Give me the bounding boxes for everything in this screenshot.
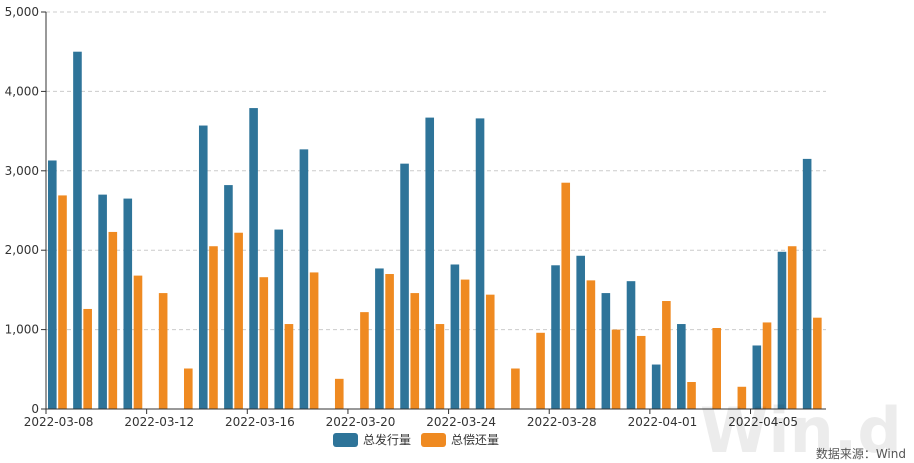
bar-total-repayment [536, 332, 545, 409]
bar-total-repayment [108, 231, 118, 409]
gridlines [46, 11, 826, 331]
bars [48, 51, 822, 410]
x-tick-label: 2022-03-20 [326, 415, 396, 429]
y-tick-label: 4,000 [5, 84, 39, 98]
bar-total-issuance [777, 251, 787, 409]
bar-total-issuance [752, 345, 762, 409]
bar-total-issuance [677, 324, 686, 409]
bar-total-issuance [98, 194, 107, 409]
bar-total-repayment [58, 195, 67, 409]
watermark: Win.d [700, 394, 902, 463]
bar-total-issuance [274, 229, 284, 409]
bar-total-repayment [133, 275, 143, 409]
x-tick-label: 2022-03-24 [426, 415, 496, 429]
bar-total-issuance [123, 198, 133, 409]
bar-total-repayment [234, 232, 243, 409]
bar-total-repayment [787, 246, 797, 409]
bar-total-repayment [284, 324, 294, 409]
bar-total-repayment [611, 329, 621, 409]
bar-total-issuance [400, 163, 409, 409]
bar-total-issuance [576, 255, 585, 409]
legend-swatch-total-issuance [333, 433, 358, 447]
bar-total-issuance [198, 125, 208, 409]
x-tick-label: 2022-04-05 [728, 415, 798, 429]
x-tick-label: 2022-03-08 [24, 415, 94, 429]
bar-total-issuance [249, 108, 258, 409]
bar-total-repayment [737, 386, 747, 409]
bar-total-repayment [687, 382, 696, 409]
bar-total-repayment [309, 272, 319, 409]
bar-total-repayment [460, 279, 470, 409]
y-tick-label: 2,000 [5, 243, 39, 257]
bar-total-repayment [511, 368, 520, 409]
y-tick-label: 3,000 [5, 164, 39, 178]
bar-total-issuance [73, 51, 82, 409]
bar-total-issuance [224, 185, 233, 409]
legend-label-total-repayment: 总偿还量 [451, 432, 499, 447]
x-tick-label: 2022-03-16 [225, 415, 295, 429]
x-tick-label: 2022-03-28 [527, 415, 597, 429]
bar-total-issuance [450, 264, 460, 409]
x-tick-label: 2022-04-01 [628, 415, 698, 429]
bar-total-repayment [158, 293, 168, 409]
bar-total-repayment [259, 277, 269, 409]
legend-swatch-total-repayment [421, 433, 446, 447]
bar-total-repayment [334, 378, 344, 409]
y-tick-label: 5,000 [5, 5, 39, 19]
source-note: 数据来源：Wind [816, 446, 906, 461]
bar-total-issuance [802, 158, 812, 409]
bar-total-repayment [184, 368, 193, 409]
legend-label-total-issuance: 总发行量 [363, 432, 411, 447]
bar-total-repayment [209, 246, 218, 409]
bar-total-issuance [651, 364, 661, 409]
axes [45, 12, 826, 410]
y-axis-ticks: 0 1,000 2,000 3,000 4,000 5,000 [5, 5, 46, 416]
bar-total-issuance [425, 117, 435, 409]
bar-total-repayment [662, 301, 671, 409]
x-axis-ticks: 2022-03-08 2022-03-12 2022-03-16 2022-03-20… [24, 409, 798, 429]
bar-total-repayment [410, 293, 420, 409]
legend: 总发行量 总偿还量 [333, 432, 499, 447]
bar-total-repayment [586, 280, 596, 409]
bar-total-issuance [551, 265, 560, 409]
bar-total-repayment [435, 324, 445, 409]
bar-total-issuance [626, 281, 636, 409]
bar-total-repayment [813, 317, 822, 409]
bar-total-repayment [360, 312, 369, 409]
y-tick-label: 1,000 [5, 323, 39, 337]
y-tick-label: 0 [31, 402, 39, 416]
bar-total-issuance [299, 149, 309, 410]
bar-total-repayment [385, 274, 394, 409]
bar-total-repayment [762, 322, 772, 409]
bar-total-issuance [601, 293, 611, 409]
bar-total-repayment [561, 182, 571, 409]
bar-total-repayment [636, 335, 646, 409]
bar-total-issuance [375, 268, 384, 409]
bar-total-repayment [83, 308, 92, 409]
bar-total-repayment [712, 328, 721, 409]
x-tick-label: 2022-03-12 [124, 415, 194, 429]
bar-total-repayment [485, 294, 495, 409]
bar-total-issuance [48, 160, 57, 409]
bar-total-issuance [475, 118, 485, 410]
